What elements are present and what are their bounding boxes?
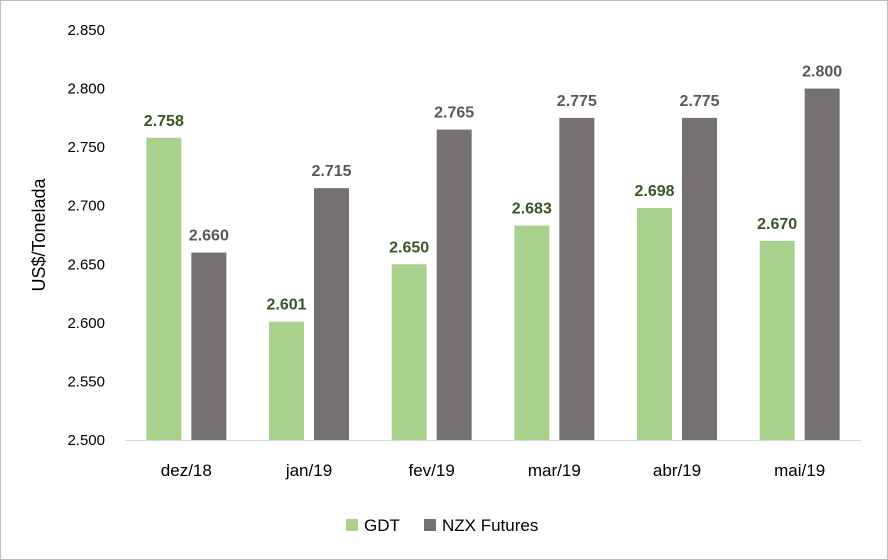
y-axis-label: US$/Tonelada bbox=[29, 177, 49, 291]
data-label: 2.670 bbox=[757, 216, 797, 233]
bar-gdt bbox=[391, 264, 427, 440]
x-tick-label: dez/18 bbox=[161, 461, 212, 480]
x-axis: dez/18 jan/19 fev/19 mar/19 abr/19 mai/19 bbox=[125, 440, 861, 480]
data-label: 2.715 bbox=[311, 163, 351, 180]
bar-nzx-futures bbox=[314, 188, 349, 440]
data-label: 2.683 bbox=[512, 201, 552, 218]
y-tick-label: 2.500 bbox=[67, 432, 105, 449]
x-tick-label: jan/19 bbox=[285, 461, 332, 480]
y-tick-label: 2.850 bbox=[67, 22, 105, 39]
y-tick-label: 2.700 bbox=[67, 198, 105, 215]
bar-nzx-futures bbox=[559, 117, 595, 440]
legend: GDT NZX Futures bbox=[346, 516, 538, 535]
legend-label: GDT bbox=[364, 516, 400, 535]
data-label: 2.660 bbox=[189, 228, 229, 245]
bar-gdt bbox=[146, 137, 182, 440]
data-label: 2.698 bbox=[634, 183, 674, 200]
legend-swatch-nzx-futures bbox=[424, 519, 436, 531]
bar-gdt bbox=[269, 321, 304, 440]
bar-nzx-futures bbox=[191, 252, 227, 440]
legend-swatch-gdt bbox=[346, 519, 358, 531]
bar-gdt bbox=[759, 240, 795, 440]
y-tick-label: 2.600 bbox=[67, 315, 105, 332]
y-tick-label: 2.550 bbox=[67, 373, 105, 390]
data-label: 2.775 bbox=[557, 93, 597, 110]
bars: 2.758 2.660 2.601 2.715 2.650 2.765 2.683 2.775… bbox=[144, 64, 842, 441]
bar-gdt bbox=[637, 208, 672, 440]
bar-nzx-futures bbox=[436, 129, 472, 441]
x-tick-label: mar/19 bbox=[528, 461, 581, 480]
bar-nzx-futures bbox=[804, 88, 840, 441]
data-label: 2.775 bbox=[679, 93, 719, 110]
x-tick-label: abr/19 bbox=[653, 461, 701, 480]
bar-gdt bbox=[514, 225, 550, 440]
data-label: 2.601 bbox=[266, 297, 306, 314]
y-tick-label: 2.750 bbox=[67, 139, 105, 156]
bar-nzx-futures bbox=[682, 117, 717, 440]
data-label: 2.650 bbox=[389, 239, 429, 256]
y-tick-label: 2.650 bbox=[67, 256, 105, 273]
data-label: 2.765 bbox=[434, 105, 474, 122]
data-label: 2.800 bbox=[802, 64, 842, 81]
x-tick-label: fev/19 bbox=[409, 461, 455, 480]
x-tick-label: mai/19 bbox=[774, 461, 825, 480]
y-axis: 2.500 2.550 2.600 2.650 2.700 2.750 2.800 2.850 bbox=[67, 22, 105, 449]
y-tick-label: 2.800 bbox=[67, 81, 105, 98]
data-label: 2.758 bbox=[144, 113, 184, 130]
legend-label: NZX Futures bbox=[442, 516, 538, 535]
